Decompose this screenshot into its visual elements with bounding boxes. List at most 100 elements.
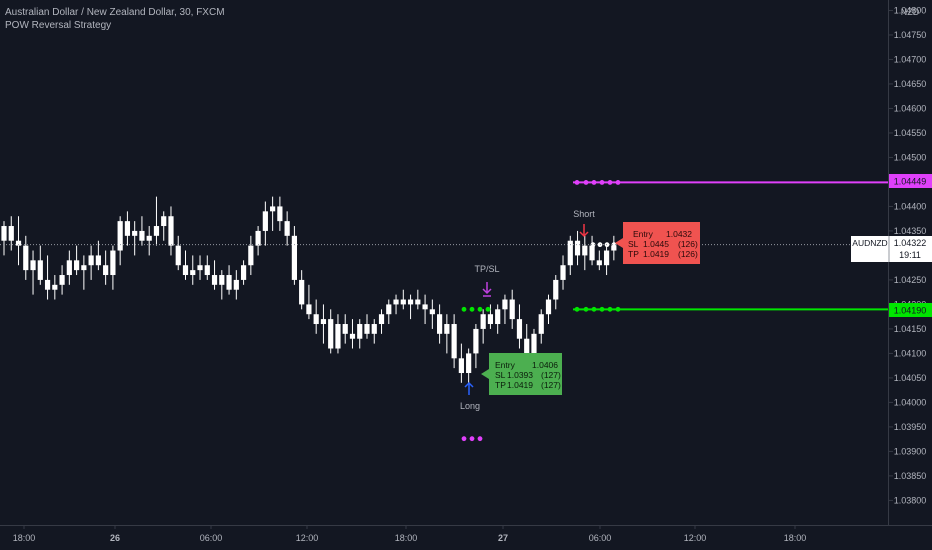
long-tp-pips: (127): [541, 380, 561, 390]
last-price-badge: AUDNZD 1.04322 19:11: [851, 236, 932, 262]
time-tick-label: 27: [498, 533, 508, 543]
candle: [349, 319, 356, 349]
time-tick-label: 12:00: [684, 533, 707, 543]
candle: [596, 250, 602, 271]
candle: [132, 221, 138, 256]
candle: [8, 216, 14, 251]
indicator-title[interactable]: POW Reversal Strategy: [5, 20, 112, 31]
candle: [495, 304, 501, 334]
short-entry-label: Entry: [633, 229, 654, 239]
candle: [88, 245, 94, 280]
candle: [538, 309, 544, 344]
price-tick-label: 1.04800: [894, 5, 927, 15]
candle: [103, 250, 109, 285]
candle: [509, 289, 515, 329]
candle: [153, 196, 160, 246]
short-sl-value: 1.0445: [643, 239, 669, 249]
svg-text:1.04190: 1.04190: [894, 306, 927, 316]
candle: [37, 245, 43, 285]
price-tick-label: 1.04650: [894, 79, 927, 89]
time-tick-label: 18:00: [395, 533, 418, 543]
symbol-title[interactable]: Australian Dollar / New Zealand Dollar, …: [5, 7, 225, 18]
long-sl-dot: [477, 436, 483, 442]
price-tick-label: 1.03800: [894, 495, 927, 505]
candle: [502, 294, 508, 325]
candle: [386, 299, 392, 325]
candle: [473, 324, 479, 369]
candle: [480, 309, 486, 344]
candle: [407, 294, 414, 320]
candle: [95, 240, 101, 271]
candle: [516, 304, 523, 349]
long-entry-label: Entry: [495, 360, 516, 370]
candle: [74, 245, 80, 276]
candle: [589, 235, 595, 266]
candle: [429, 299, 435, 329]
candle: [458, 343, 464, 383]
candle: [524, 324, 530, 359]
candle: [560, 255, 566, 290]
short-sl-label: SL: [628, 239, 639, 249]
candle: [211, 260, 218, 290]
price-tick-label: 1.04700: [894, 54, 927, 64]
time-tick-label: 18:00: [13, 533, 36, 543]
candle: [582, 235, 588, 271]
candle: [204, 255, 210, 280]
candle: [320, 304, 327, 344]
price-tick-label: 1.04000: [894, 397, 927, 407]
candle: [81, 255, 87, 290]
long-sl-value: 1.0393: [507, 370, 533, 380]
time-axis[interactable]: 18:00 26 06:00 12:00 18:00 27 06:00 12:00 18:00: [13, 525, 807, 543]
short-label: Short: [573, 209, 595, 219]
candle: [466, 348, 472, 383]
candle: [117, 216, 123, 266]
candle: [175, 235, 181, 271]
candle: [197, 255, 203, 280]
short-entry-value: 1.0432: [666, 229, 692, 239]
candle: [182, 250, 189, 280]
long-sl-pips: (127): [541, 370, 561, 380]
candle: [291, 226, 297, 285]
short-tp-value: 1.0419: [643, 249, 669, 259]
candle: [110, 245, 116, 290]
candle: [226, 265, 232, 295]
long-tp-dot: [485, 306, 491, 312]
long-entry-value: 1.0406: [532, 360, 558, 370]
candle: [299, 270, 305, 310]
candle: [139, 216, 145, 246]
time-tick-label: 12:00: [296, 533, 319, 543]
time-tick-label: 06:00: [589, 533, 612, 543]
price-tick-label: 1.03850: [894, 471, 927, 481]
currency-label: NZD: [901, 7, 920, 17]
candle: [451, 314, 457, 369]
candle: [553, 275, 559, 310]
long-info-box: Entry 1.0406 SL 1.0393 (127) TP 1.0419 (…: [481, 353, 562, 395]
candle: [124, 211, 131, 246]
price-tick-label: 1.04050: [894, 373, 927, 383]
long-sl-dot: [469, 436, 475, 442]
last-price-value: 1.04322: [894, 238, 927, 248]
candle: [335, 314, 341, 354]
chart-legend: Australian Dollar / New Zealand Dollar, …: [5, 6, 225, 32]
long-tp-dot: [477, 306, 483, 312]
candle: [603, 245, 610, 276]
svg-text:1.04449: 1.04449: [894, 177, 927, 187]
candle: [487, 304, 494, 329]
candle: [15, 216, 22, 266]
short-entry-dot: [590, 242, 596, 248]
time-tick-label: 06:00: [200, 533, 223, 543]
short-arrow-icon: [579, 224, 589, 238]
price-tick-label: 1.03950: [894, 422, 927, 432]
candle: [1, 221, 7, 256]
time-tick-label: 26: [110, 533, 120, 543]
price-tick-label: 1.04600: [894, 103, 927, 113]
long-tp-dot: [469, 306, 475, 312]
candle: [270, 196, 276, 231]
price-tick-label: 1.04250: [894, 275, 927, 285]
price-tick-label: 1.04350: [894, 226, 927, 236]
long-sl-dot: [461, 436, 467, 442]
long-tp-label: TP: [495, 380, 506, 390]
stop-level-badge: 1.04449: [889, 174, 932, 188]
candle: [357, 319, 363, 349]
